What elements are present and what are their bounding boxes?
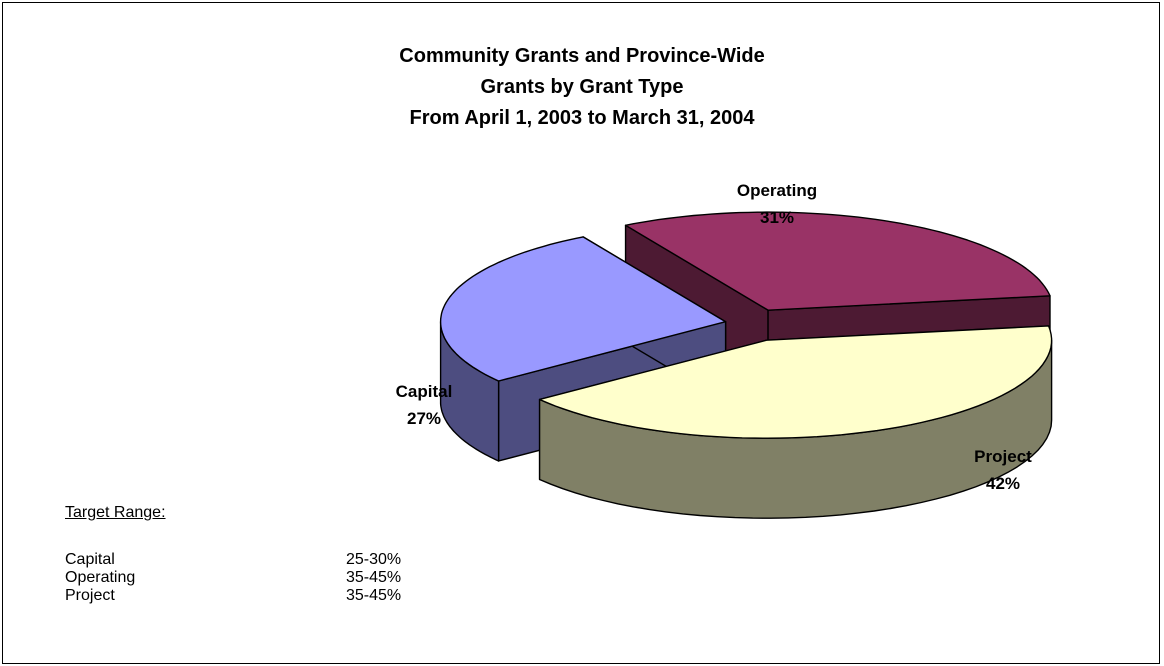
pie-slice-operating (624, 211, 1051, 311)
target-category: Project (65, 587, 115, 604)
target-row-operating: Operating 35-45% (65, 569, 401, 587)
slice-label-capital-pct: 27% (406, 409, 442, 428)
target-category: Capital (65, 551, 115, 568)
slice-label-capital: Capital 27% (374, 378, 474, 432)
slice-label-operating: Operating 31% (717, 177, 837, 231)
slice-label-project: Project 42% (953, 443, 1053, 497)
slice-label-operating-pct: 31% (759, 208, 795, 227)
pie-slice-project (538, 325, 1053, 439)
target-range: 25-30% (346, 551, 402, 568)
target-row-capital: Capital 25-30% (65, 551, 401, 569)
slice-label-project-name: Project (974, 447, 1032, 466)
pie-slice-capital (439, 236, 727, 382)
target-row-project: Project 35-45% (65, 587, 401, 605)
slice-label-capital-name: Capital (395, 382, 453, 401)
target-range: 35-45% (346, 569, 402, 586)
slice-label-project-pct: 42% (985, 474, 1021, 493)
chart-title: Community Grants and Province-Wide Grant… (3, 41, 1161, 134)
target-range-table: Capital 25-30% Operating 35-45% Project … (65, 551, 401, 605)
chart-title-line-1: Community Grants and Province-Wide (399, 45, 765, 67)
pie-chart (439, 211, 1053, 519)
chart-title-line-3: From April 1, 2003 to March 31, 2004 (409, 107, 755, 129)
target-range-title: Target Range: (65, 504, 166, 521)
chart-title-line-2: Grants by Grant Type (480, 76, 684, 98)
target-category: Operating (65, 569, 136, 586)
target-range: 35-45% (346, 587, 402, 604)
slice-label-operating-name: Operating (736, 181, 818, 200)
